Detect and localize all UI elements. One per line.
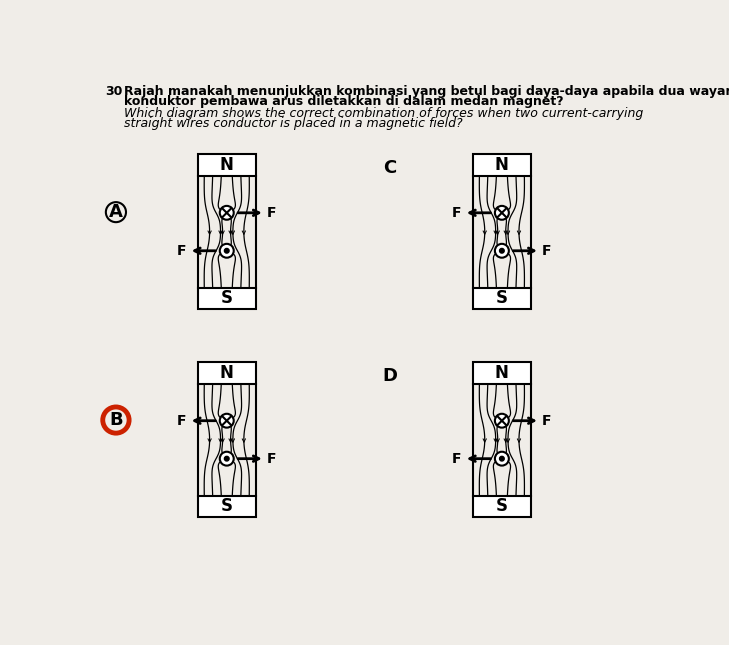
Text: 30: 30: [105, 85, 122, 98]
Text: Rajah manakah menunjukkan kombinasi yang betul bagi daya-daya apabila dua wayar: Rajah manakah menunjukkan kombinasi yang…: [124, 85, 729, 98]
Circle shape: [495, 414, 509, 428]
Text: F: F: [267, 451, 276, 466]
Text: B: B: [109, 411, 122, 429]
Text: N: N: [495, 364, 509, 382]
Text: N: N: [495, 156, 509, 174]
Text: F: F: [542, 244, 552, 258]
Text: S: S: [496, 290, 508, 308]
Bar: [198, 154, 256, 176]
Circle shape: [225, 457, 229, 461]
Text: N: N: [220, 156, 234, 174]
Circle shape: [495, 451, 509, 466]
Circle shape: [499, 457, 504, 461]
Text: S: S: [221, 497, 233, 515]
Text: Which diagram shows the correct combination of forces when two current-carrying: Which diagram shows the correct combinat…: [124, 106, 643, 120]
Text: F: F: [267, 206, 276, 220]
Text: S: S: [496, 497, 508, 515]
Text: S: S: [221, 290, 233, 308]
Circle shape: [225, 248, 229, 253]
Circle shape: [219, 451, 234, 466]
Circle shape: [219, 206, 234, 220]
Circle shape: [495, 244, 509, 258]
Bar: [198, 362, 256, 384]
Circle shape: [219, 244, 234, 258]
Text: F: F: [452, 206, 461, 220]
Bar: [198, 495, 256, 517]
Text: F: F: [177, 244, 187, 258]
Circle shape: [219, 414, 234, 428]
Text: F: F: [177, 413, 187, 428]
Bar: [473, 362, 531, 384]
Text: straight wires conductor is placed in a magnetic field?: straight wires conductor is placed in a …: [124, 117, 462, 130]
Text: C: C: [383, 159, 396, 177]
Text: D: D: [382, 367, 397, 385]
Text: F: F: [542, 413, 552, 428]
Text: N: N: [220, 364, 234, 382]
Text: konduktor pembawa arus diletakkan di dalam medan magnet?: konduktor pembawa arus diletakkan di dal…: [124, 95, 564, 108]
Bar: [473, 154, 531, 176]
Text: A: A: [109, 203, 123, 221]
Bar: [198, 288, 256, 309]
Bar: [473, 288, 531, 309]
Circle shape: [499, 248, 504, 253]
Bar: [473, 495, 531, 517]
Circle shape: [495, 206, 509, 220]
Text: F: F: [452, 451, 461, 466]
